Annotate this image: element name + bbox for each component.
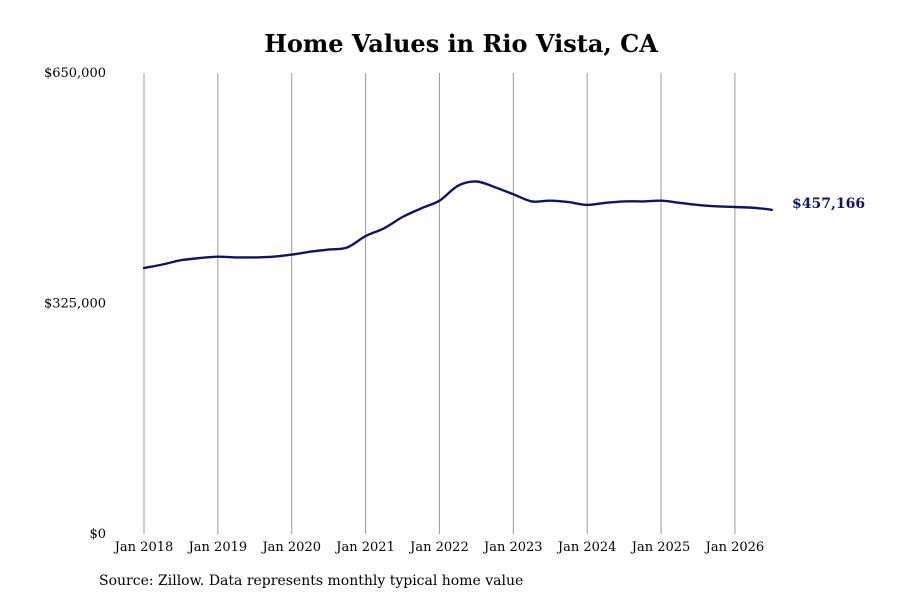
y-tick-label: $650,000: [44, 66, 106, 81]
x-tick-label: Jan 2023: [482, 540, 543, 555]
series-line: [142, 180, 773, 270]
y-axis-ticks: $0 $325,000 $650,000: [44, 66, 106, 542]
x-tick-label: Jan 2024: [556, 540, 617, 555]
chart-title: Home Values in Rio Vista, CA: [264, 29, 658, 58]
x-tick-label: Jan 2019: [187, 540, 248, 555]
x-tick-label: Jan 2026: [704, 540, 765, 555]
y-tick-label: $325,000: [44, 297, 106, 312]
source-note: Source: Zillow. Data represents monthly …: [99, 573, 524, 589]
grid-lines: [143, 73, 736, 534]
x-tick-label: Jan 2022: [408, 540, 469, 555]
x-tick-label: Jan 2020: [260, 540, 321, 555]
end-value-label: $457,166: [792, 196, 865, 212]
x-tick-label: Jan 2025: [630, 540, 691, 555]
x-tick-label: Jan 2018: [113, 540, 174, 555]
x-axis-ticks: Jan 2018 Jan 2019 Jan 2020 Jan 2021 Jan 2022…: [113, 540, 764, 555]
y-tick-label: $0: [89, 527, 106, 542]
x-tick-label: Jan 2021: [334, 540, 395, 555]
